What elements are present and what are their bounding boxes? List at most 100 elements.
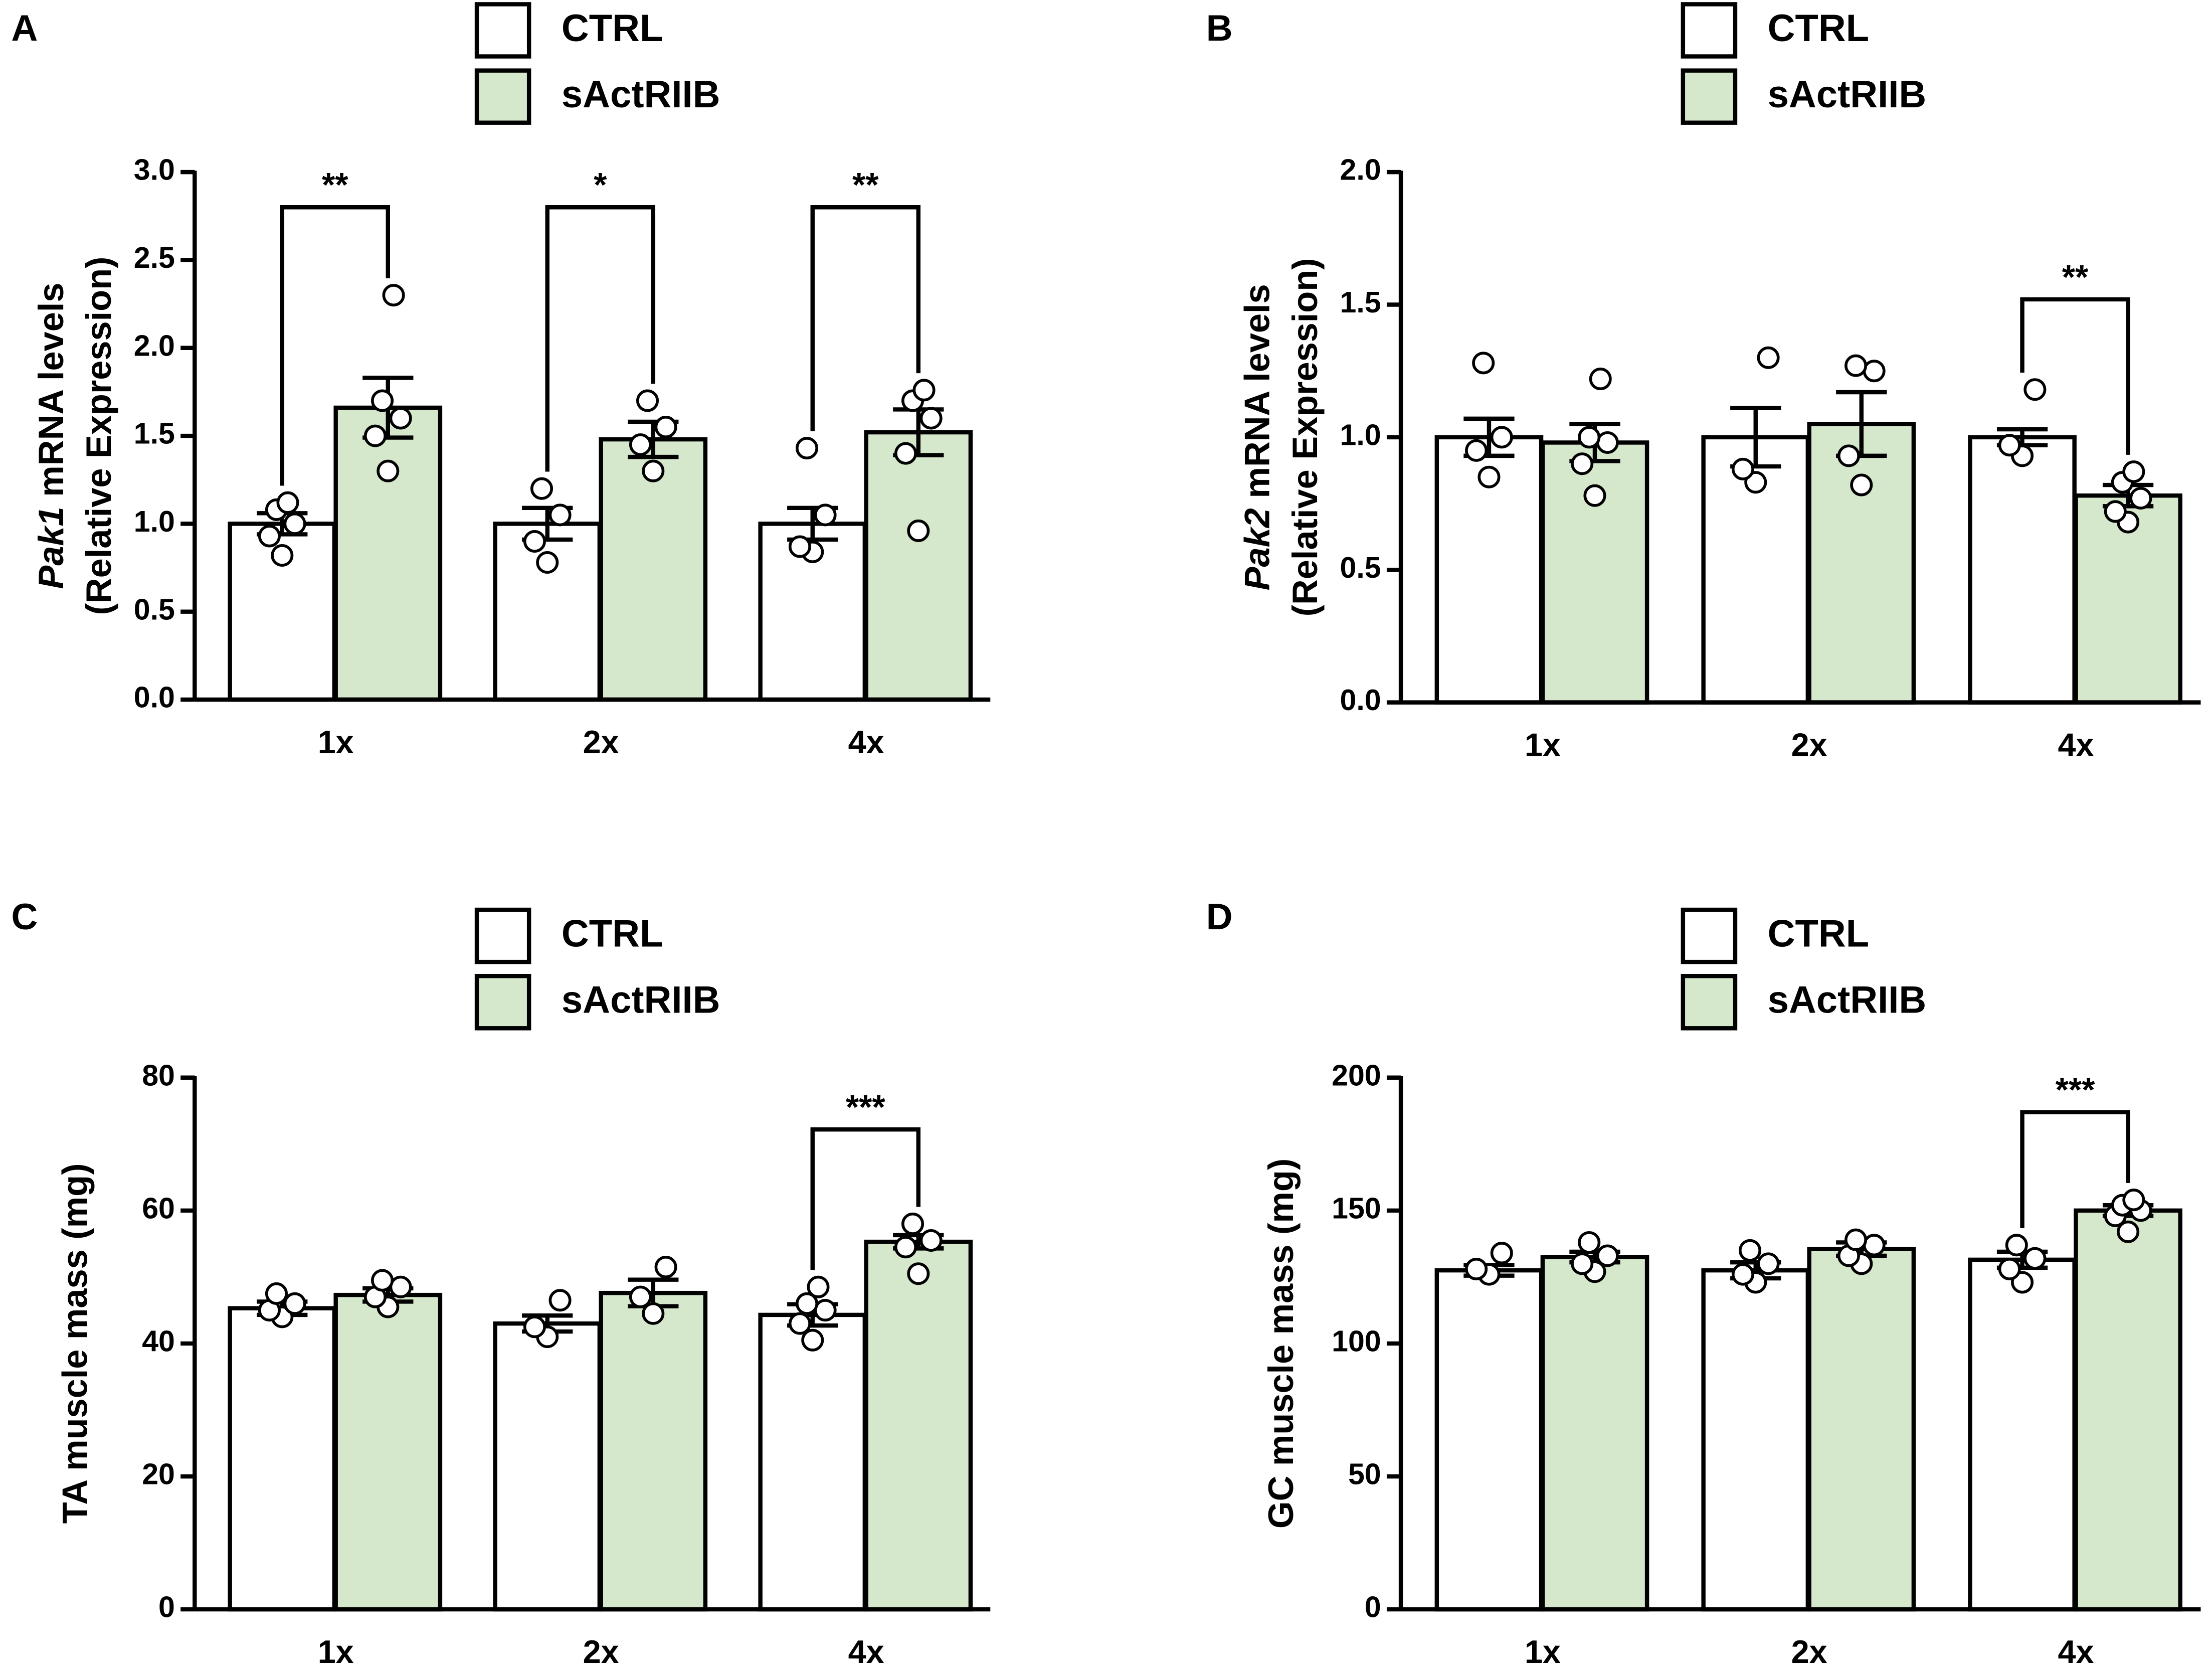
- legend-swatch: [474, 974, 531, 1031]
- data-point: [629, 1285, 652, 1308]
- x-tick-label: 1x: [1525, 727, 1561, 763]
- data-point: [1571, 1252, 1594, 1275]
- y-axis-label: TA muscle mass (mg): [55, 1163, 94, 1524]
- y-axis-label: GC muscle mass (mg): [1261, 1158, 1301, 1529]
- bar: [228, 1306, 337, 1612]
- y-tick-label: 1.5: [1340, 286, 1381, 319]
- legend-label: sActRIIB: [1768, 979, 1927, 1022]
- data-point: [1757, 1252, 1780, 1275]
- data-point: [2117, 1220, 2140, 1243]
- data-point: [1863, 360, 1886, 383]
- data-point: [2122, 460, 2145, 483]
- data-point: [363, 424, 387, 447]
- x-tick-label: 4x: [2058, 727, 2094, 763]
- legend-swatch: [474, 2, 531, 59]
- significance-label: ***: [846, 1089, 886, 1126]
- significance-bracket: [810, 205, 920, 431]
- bar: [1968, 435, 2077, 705]
- significance-bracket: [545, 205, 655, 472]
- x-tick-label: 1x: [318, 724, 354, 760]
- bar: [493, 522, 602, 702]
- bar: [1540, 1255, 1649, 1612]
- data-point: [1571, 452, 1594, 475]
- bar: [1968, 1257, 2077, 1612]
- data-point: [1472, 352, 1495, 375]
- significance-label: **: [852, 166, 879, 204]
- data-point: [2023, 1247, 2047, 1270]
- data-point: [371, 1269, 394, 1292]
- y-tick-label: 0.0: [134, 681, 175, 714]
- x-tick-label: 4x: [848, 724, 884, 760]
- data-point: [807, 1275, 830, 1298]
- data-point: [265, 1282, 288, 1305]
- data-point: [795, 1292, 818, 1315]
- data-point: [919, 407, 943, 430]
- y-tick-label: 1.0: [1340, 418, 1381, 451]
- legend-label: CTRL: [1768, 913, 1869, 955]
- y-axis-label-text: mRNA levels: [1237, 284, 1276, 498]
- y-axis-label-gene: Pak1: [31, 507, 70, 589]
- y-tick-label: 1.0: [134, 505, 175, 538]
- data-point: [795, 437, 818, 460]
- panel-label: A: [12, 8, 38, 49]
- data-point: [2122, 1189, 2145, 1212]
- legend-label: sActRIIB: [562, 979, 720, 1022]
- data-point: [1596, 431, 1619, 454]
- x-tick-label: 4x: [2058, 1633, 2094, 1670]
- y-axis-label-sub: (Relative Expression): [79, 257, 118, 615]
- y-tick-label: 20: [142, 1458, 175, 1491]
- y-tick-label: 150: [1332, 1192, 1381, 1225]
- data-point: [1490, 426, 1513, 449]
- y-tick-label: 80: [142, 1059, 175, 1092]
- y-axis-label-text: mRNA levels: [31, 283, 70, 497]
- data-point: [801, 1328, 824, 1352]
- bar: [1807, 422, 1916, 705]
- y-tick-label: 2.0: [134, 329, 175, 362]
- data-point: [523, 1315, 546, 1339]
- bar: [864, 430, 973, 702]
- bar: [599, 1290, 708, 1612]
- y-tick-label: 60: [142, 1192, 175, 1225]
- legend-swatch: [474, 68, 531, 125]
- y-axis-label-gene: Pak2: [1237, 508, 1276, 590]
- data-point: [536, 551, 559, 574]
- data-point: [371, 389, 394, 412]
- significance-label: **: [2062, 258, 2089, 296]
- legend-label: CTRL: [1768, 7, 1869, 50]
- bar: [1540, 440, 1649, 705]
- data-point: [894, 442, 917, 465]
- data-point: [1578, 426, 1601, 449]
- data-point: [642, 1302, 665, 1325]
- data-point: [1863, 1234, 1886, 1257]
- legend-swatch: [1681, 68, 1738, 125]
- x-tick-label: 1x: [318, 1633, 354, 1670]
- data-point: [642, 459, 665, 482]
- data-point: [919, 1229, 943, 1252]
- data-point: [654, 1255, 677, 1278]
- data-point: [901, 1212, 925, 1235]
- significance-bracket: [2020, 297, 2130, 455]
- legend-label: CTRL: [562, 913, 663, 955]
- data-point: [2023, 378, 2047, 401]
- x-tick-label: 2x: [583, 724, 619, 760]
- data-point: [1845, 1228, 1868, 1251]
- data-point: [548, 504, 572, 527]
- panel-label: C: [12, 897, 38, 937]
- data-point: [814, 1299, 837, 1322]
- legend-label: CTRL: [562, 7, 663, 50]
- data-point: [788, 1312, 811, 1335]
- data-point: [1738, 1239, 1761, 1262]
- y-tick-label: 100: [1332, 1325, 1381, 1358]
- y-tick-label: 0.5: [134, 593, 175, 626]
- data-point: [814, 504, 837, 527]
- data-point: [912, 379, 936, 402]
- bar: [333, 1292, 443, 1612]
- data-point: [894, 1236, 917, 1259]
- y-tick-label: 0.5: [1340, 551, 1381, 584]
- legend-label: sActRIIB: [1768, 73, 1927, 116]
- data-point: [629, 433, 652, 456]
- significance-label: **: [322, 166, 348, 204]
- x-tick-label: 2x: [1791, 727, 1827, 763]
- data-point: [530, 477, 554, 500]
- data-point: [2129, 486, 2152, 510]
